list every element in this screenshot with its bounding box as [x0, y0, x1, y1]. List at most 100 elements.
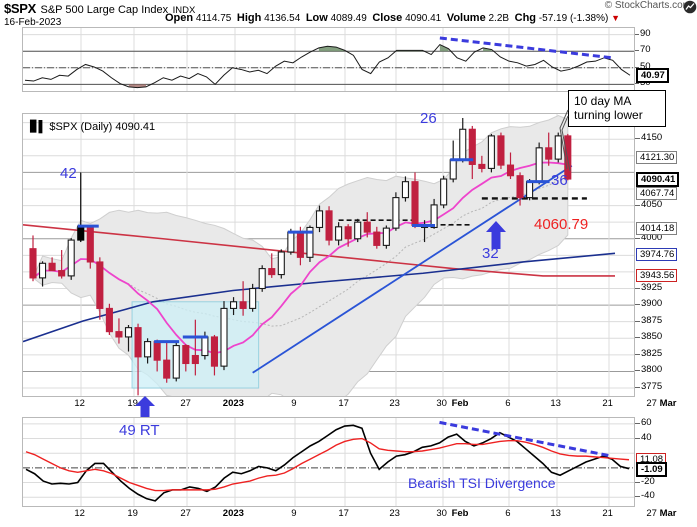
tsi-tag: -1.09 — [636, 461, 667, 477]
down-triangle-icon: ▼ — [611, 13, 620, 23]
price-y-tickmark — [635, 304, 640, 306]
x-axis-tick: 27 — [180, 508, 191, 519]
price-tag: 3943.56 — [636, 269, 678, 283]
x-axis-tick: 23 — [389, 398, 400, 409]
change-value: -57.19 (-1.38%) — [538, 13, 609, 24]
up-arrow-icon-49rt — [135, 396, 155, 417]
annotation-26: 26 — [420, 110, 437, 127]
quote-date: 16-Feb-2023 — [4, 17, 62, 28]
tsi-y-tick: -40 — [641, 490, 655, 502]
price-y-tickmark — [635, 370, 640, 372]
rsi-y-tickmark — [635, 33, 639, 35]
open-value: 4114.75 — [195, 13, 232, 24]
price-y-tick: 3850 — [641, 331, 663, 343]
up-arrow-icon-32 — [486, 221, 506, 249]
price-y-tick: 3875 — [641, 314, 663, 326]
x-axis-tick: 30 — [436, 398, 447, 409]
annotation-42: 42 — [60, 165, 77, 182]
price-y-tickmark — [635, 320, 640, 322]
price-y-tickmark — [635, 287, 640, 289]
symbol-exchange: INDX — [172, 5, 196, 16]
price-y-tick: 3825 — [641, 347, 663, 359]
rsi-y-tickmark — [635, 66, 639, 68]
x-axis-tick: 2023 — [222, 508, 244, 519]
x-axis-tick: Mar — [659, 508, 677, 519]
symbol-ticker: $SPX — [4, 1, 37, 16]
rsi-y-tick: 70 — [640, 44, 651, 56]
annotation-support-price: 4060.79 — [534, 216, 589, 233]
price-y-tick: 4000 — [641, 231, 663, 243]
callout-line-2: turning lower — [574, 108, 643, 122]
price-y-tick: 3800 — [641, 364, 663, 376]
rsi-plot — [23, 28, 634, 91]
price-y-tickmark — [635, 138, 640, 140]
x-axis-tick: Feb — [451, 508, 469, 519]
price-plot — [23, 114, 634, 396]
volume-label: Volume — [446, 12, 486, 24]
x-axis-tick: 6 — [505, 398, 511, 409]
x-axis-tick: 13 — [550, 508, 561, 519]
price-legend: ▊▌ $SPX (Daily) 4090.41 — [30, 120, 155, 133]
price-y-tick: 3775 — [641, 381, 663, 393]
annotation-bearish-tsi: Bearish TSI Divergence — [408, 475, 556, 491]
tsi-y-tickmark — [635, 437, 640, 439]
x-axis-tick: 9 — [291, 398, 297, 409]
low-value: 4089.49 — [330, 13, 367, 24]
price-y-tickmark — [635, 204, 640, 206]
price-y-tickmark — [635, 353, 640, 355]
price-y-tick: 4150 — [641, 132, 663, 144]
tsi-y-tick: -20 — [641, 475, 655, 487]
price-legend-text: $SPX (Daily) 4090.41 — [49, 121, 156, 133]
rsi-panel — [22, 27, 635, 92]
tsi-plot — [23, 418, 634, 506]
price-tag: 4121.30 — [636, 151, 678, 165]
rsi-y-tick: 50 — [640, 60, 651, 72]
price-tag: 4067.74 — [636, 186, 678, 200]
price-y-tick: 4050 — [641, 198, 663, 210]
annotation-49-rt: 49 RT — [119, 422, 160, 439]
price-y-tickmark — [635, 237, 640, 239]
x-axis-tick: Feb — [451, 398, 469, 409]
rsi-y-tickmark — [635, 50, 639, 52]
price-y-tick: 3925 — [641, 281, 663, 293]
price-tag: 4014.18 — [636, 222, 678, 236]
callout-10day-ma: 10 day MA turning lower — [568, 90, 666, 127]
x-axis-tick: 17 — [338, 398, 349, 409]
price-y-tickmark — [635, 387, 640, 389]
price-y-tick: 3900 — [641, 298, 663, 310]
price-y-tickmark — [635, 337, 640, 339]
tsi-y-tick: 60 — [641, 416, 652, 428]
x-axis-tick: 12 — [74, 398, 85, 409]
open-label: Open — [165, 12, 194, 24]
tsi-y-tick: 40 — [641, 431, 652, 443]
x-axis-tick: 21 — [602, 508, 613, 519]
tsi-panel — [22, 417, 635, 507]
x-axis-tick: 17 — [338, 508, 349, 519]
high-label: High — [236, 12, 262, 24]
x-axis-tick: 27 — [646, 398, 657, 409]
low-label: Low — [305, 12, 328, 24]
callout-line-1: 10 day MA — [574, 94, 632, 108]
x-axis-tick: 21 — [602, 398, 613, 409]
close-label: Close — [372, 12, 403, 24]
volume-value: 2.2B — [488, 13, 510, 24]
x-axis-tick: 12 — [74, 508, 85, 519]
brand-credit: © StockCharts.com — [604, 0, 691, 11]
candle-glyph-icon: ▊▌ — [30, 121, 47, 133]
high-value: 4136.54 — [264, 13, 301, 24]
symbol-description: S&P 500 Large Cap Index — [40, 4, 169, 16]
quote-bar: Open 4114.75 High 4136.54 Low 4089.49 Cl… — [165, 12, 620, 24]
rsi-y-tick: 90 — [640, 27, 651, 39]
annotation-36: 36 — [551, 172, 568, 189]
x-axis-tick: 6 — [505, 508, 511, 519]
change-label: Chg — [514, 12, 537, 24]
tsi-y-tickmark — [635, 496, 640, 498]
x-axis-tick: 30 — [436, 508, 447, 519]
price-tag: 3974.76 — [636, 248, 678, 262]
chart-header: $SPX S&P 500 Large Cap Index INDX 16-Feb… — [0, 0, 697, 28]
annotation-32: 32 — [482, 245, 499, 262]
tsi-y-tickmark — [635, 422, 640, 424]
price-panel — [22, 113, 635, 397]
x-axis-tick: 27 — [180, 398, 191, 409]
